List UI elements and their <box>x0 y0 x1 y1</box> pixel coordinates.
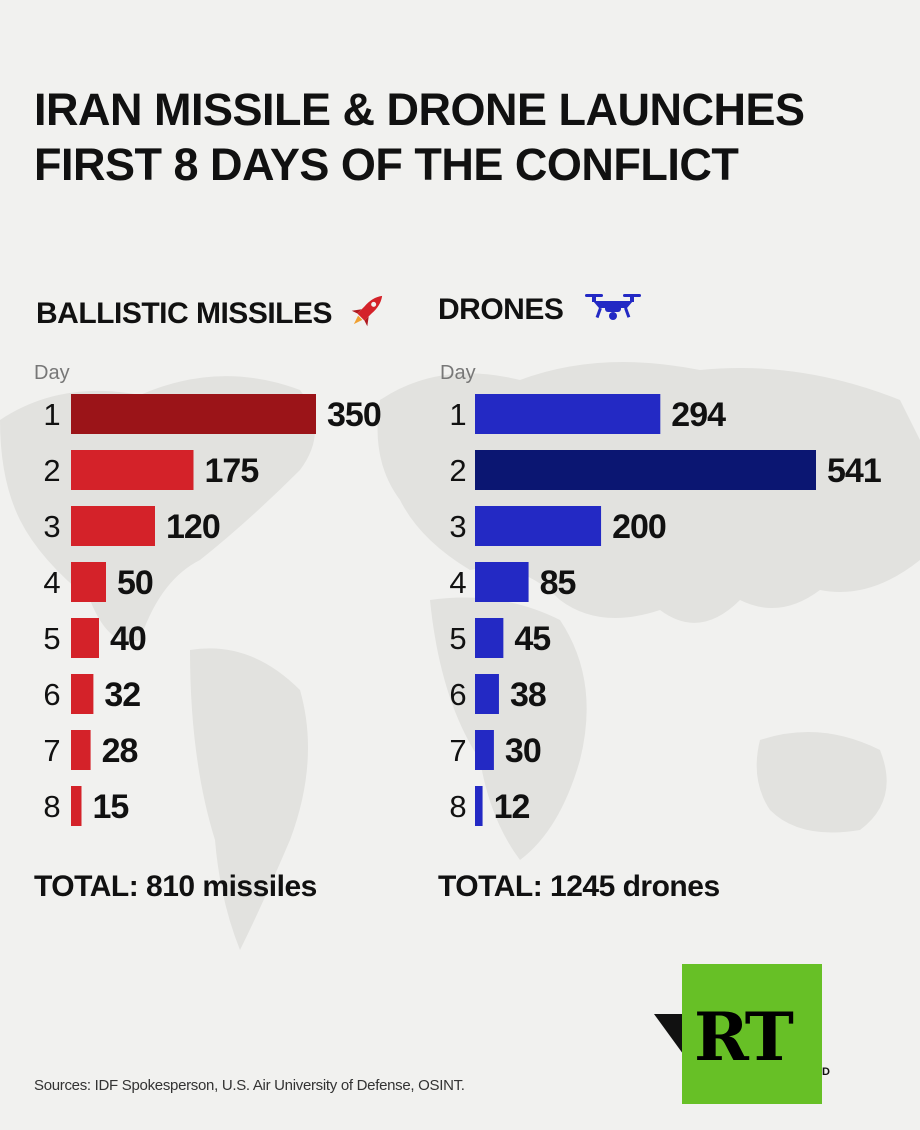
missiles-value-label: 350 <box>327 396 381 434</box>
drone-icon <box>583 288 643 332</box>
missiles-value-label: 15 <box>93 788 129 826</box>
drones-bar <box>475 674 499 714</box>
rocket-icon <box>346 288 390 340</box>
drones-day-tick-label: 8 <box>449 789 466 824</box>
drones-day-tick-label: 2 <box>449 453 466 488</box>
drones-value-label: 541 <box>827 452 881 490</box>
missiles-bar <box>71 730 91 770</box>
missiles-day-tick-label: 8 <box>43 789 60 824</box>
drones-chart-title: DRONES <box>438 293 564 326</box>
drones-value-label: 200 <box>612 508 666 546</box>
drones-day-tick-label: 3 <box>449 509 466 544</box>
missiles-bar <box>71 506 155 546</box>
missiles-bar <box>71 786 82 826</box>
chart-title: IRAN MISSILE & DRONE LAUNCHES FIRST 8 DA… <box>34 82 904 192</box>
drones-bar <box>475 450 816 490</box>
rt-logo[interactable]: RT <box>682 964 822 1104</box>
missiles-bar <box>71 394 316 434</box>
drones-bar <box>475 506 602 546</box>
drones-day-tick-label: 6 <box>449 677 466 712</box>
missiles-value-label: 175 <box>205 452 259 490</box>
drones-bar <box>475 786 483 826</box>
drones-total: TOTAL: 1245 drones <box>438 870 720 903</box>
drones-value-label: 12 <box>494 788 530 826</box>
missiles-day-tick-label: 6 <box>43 677 60 712</box>
missiles-value-label: 120 <box>166 508 220 546</box>
drones-value-label: 38 <box>510 676 546 714</box>
drones-section-header: DRONES <box>438 288 643 332</box>
title-line-1: IRAN MISSILE & DRONE LAUNCHES <box>34 84 805 135</box>
drones-bar <box>475 730 494 770</box>
drones-day-tick-label: 4 <box>449 565 466 600</box>
missiles-day-tick-label: 4 <box>43 565 60 600</box>
missiles-value-label: 40 <box>110 620 146 658</box>
drones-day-axis-label: Day <box>440 362 476 384</box>
missiles-total: TOTAL: 810 missiles <box>34 870 317 903</box>
drones-day-tick-label: 5 <box>449 621 466 656</box>
missiles-value-label: 50 <box>117 564 153 602</box>
missiles-bar <box>71 674 94 714</box>
sources-note: Sources: IDF Spokesperson, U.S. Air Univ… <box>34 1077 465 1094</box>
rt-logo-text: RT <box>694 998 794 1076</box>
drones-bar <box>475 618 504 658</box>
missiles-bar <box>71 562 106 602</box>
drones-value-label: 85 <box>540 564 576 602</box>
missiles-section-header: BALLISTIC MISSILES <box>36 288 390 340</box>
missiles-value-label: 32 <box>104 676 140 714</box>
missiles-day-tick-label: 5 <box>43 621 60 656</box>
missiles-bar <box>71 618 99 658</box>
missiles-day-tick-label: 3 <box>43 509 60 544</box>
missiles-bar <box>71 450 194 490</box>
drones-bar <box>475 562 529 602</box>
logo-wedge-shape <box>654 1014 686 1058</box>
logo-fragment-text: D <box>822 1066 830 1078</box>
drones-value-label: 30 <box>505 732 541 770</box>
missiles-day-tick-label: 7 <box>43 733 60 768</box>
drones-bar <box>475 394 661 434</box>
drones-day-tick-label: 1 <box>449 397 466 432</box>
drones-day-tick-label: 7 <box>449 733 466 768</box>
missiles-day-tick-label: 1 <box>43 397 60 432</box>
title-line-2: FIRST 8 DAYS OF THE CONFLICT <box>34 139 739 190</box>
missiles-chart-title: BALLISTIC MISSILES <box>36 297 333 330</box>
drones-value-label: 45 <box>514 620 550 658</box>
missiles-value-label: 28 <box>102 732 138 770</box>
missiles-day-axis-label: Day <box>34 362 70 384</box>
drones-value-label: 294 <box>671 396 726 434</box>
missiles-day-tick-label: 2 <box>43 453 60 488</box>
